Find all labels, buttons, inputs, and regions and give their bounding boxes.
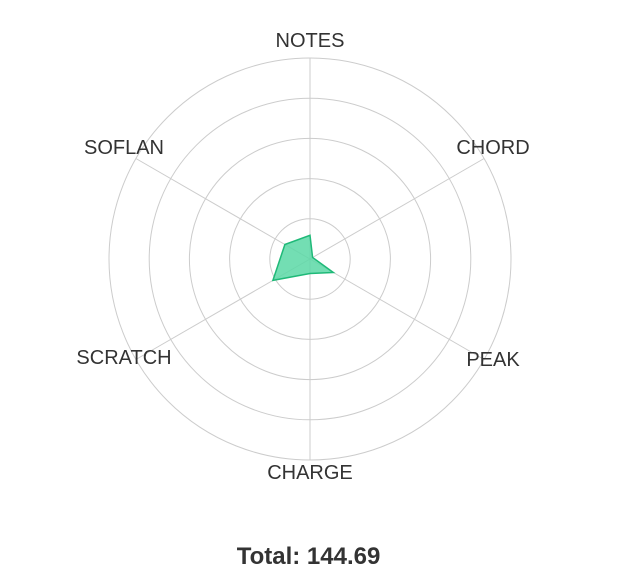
svg-text:NOTES: NOTES [276,30,345,52]
svg-text:PEAK: PEAK [466,349,520,371]
svg-text:CHARGE: CHARGE [267,462,353,484]
svg-text:SCRATCH: SCRATCH [76,347,171,369]
svg-text:SOFLAN: SOFLAN [84,137,164,159]
svg-text:CHORD: CHORD [456,137,529,159]
